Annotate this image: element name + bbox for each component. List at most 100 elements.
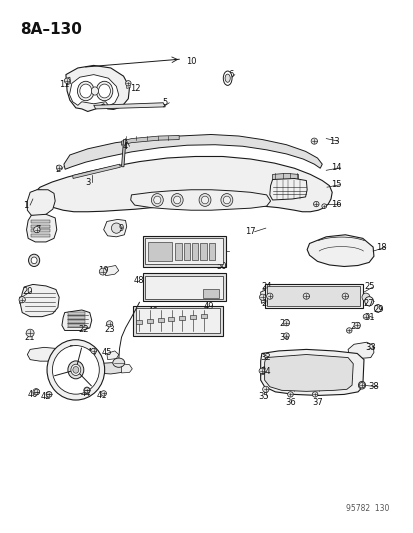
Text: 5: 5 bbox=[162, 98, 168, 107]
Text: 42: 42 bbox=[41, 392, 51, 401]
Ellipse shape bbox=[80, 84, 92, 98]
Polygon shape bbox=[62, 310, 92, 330]
Text: 44: 44 bbox=[81, 389, 91, 398]
Text: 20: 20 bbox=[22, 287, 33, 296]
Text: 41: 41 bbox=[96, 391, 107, 400]
Ellipse shape bbox=[201, 196, 208, 204]
Polygon shape bbox=[32, 157, 331, 212]
Ellipse shape bbox=[112, 358, 124, 367]
Ellipse shape bbox=[173, 196, 180, 204]
Ellipse shape bbox=[311, 138, 317, 144]
Text: 49: 49 bbox=[203, 302, 214, 311]
Polygon shape bbox=[20, 285, 59, 317]
Ellipse shape bbox=[106, 321, 112, 327]
Bar bbox=[142, 236, 225, 266]
Ellipse shape bbox=[153, 196, 161, 204]
Polygon shape bbox=[264, 354, 352, 391]
Polygon shape bbox=[19, 296, 23, 303]
Bar bbox=[68, 324, 84, 327]
Polygon shape bbox=[66, 66, 129, 111]
Text: 32: 32 bbox=[260, 353, 271, 362]
Polygon shape bbox=[67, 77, 71, 85]
Ellipse shape bbox=[361, 293, 369, 301]
Ellipse shape bbox=[68, 361, 83, 379]
Polygon shape bbox=[103, 220, 126, 237]
Bar bbox=[175, 243, 181, 260]
Ellipse shape bbox=[33, 227, 40, 233]
Bar bbox=[31, 224, 50, 228]
Bar bbox=[68, 320, 84, 323]
Ellipse shape bbox=[362, 314, 368, 319]
Polygon shape bbox=[105, 265, 119, 276]
Text: 50: 50 bbox=[216, 262, 227, 271]
Bar bbox=[264, 284, 362, 309]
Polygon shape bbox=[121, 140, 126, 167]
Polygon shape bbox=[64, 134, 321, 169]
Bar bbox=[68, 316, 84, 319]
Text: 15: 15 bbox=[330, 180, 341, 189]
Text: 14: 14 bbox=[330, 163, 341, 172]
Ellipse shape bbox=[101, 391, 106, 396]
Text: 35: 35 bbox=[257, 392, 268, 401]
Ellipse shape bbox=[77, 81, 94, 101]
Text: 28: 28 bbox=[350, 322, 361, 332]
Text: 2: 2 bbox=[55, 165, 60, 174]
Ellipse shape bbox=[266, 293, 272, 299]
Text: 48: 48 bbox=[134, 276, 145, 285]
Polygon shape bbox=[69, 75, 119, 106]
Ellipse shape bbox=[225, 74, 230, 82]
Text: 25: 25 bbox=[363, 282, 373, 292]
Text: 18: 18 bbox=[376, 243, 386, 252]
Text: 7: 7 bbox=[36, 225, 40, 234]
Text: 45: 45 bbox=[101, 348, 112, 357]
Bar bbox=[168, 317, 174, 321]
Text: 8: 8 bbox=[31, 256, 37, 265]
Ellipse shape bbox=[73, 367, 78, 373]
Ellipse shape bbox=[71, 364, 81, 375]
Bar bbox=[183, 243, 190, 260]
Ellipse shape bbox=[321, 204, 326, 208]
Text: 29: 29 bbox=[373, 305, 383, 314]
Ellipse shape bbox=[31, 257, 37, 264]
Ellipse shape bbox=[262, 386, 268, 392]
Text: 3: 3 bbox=[85, 177, 90, 187]
Text: 33: 33 bbox=[365, 343, 375, 352]
Ellipse shape bbox=[373, 305, 380, 312]
Polygon shape bbox=[73, 164, 120, 179]
Ellipse shape bbox=[91, 348, 96, 353]
Ellipse shape bbox=[358, 383, 364, 388]
Bar bbox=[136, 320, 142, 324]
Ellipse shape bbox=[83, 387, 90, 393]
Ellipse shape bbox=[111, 223, 121, 233]
Text: 21: 21 bbox=[25, 333, 35, 342]
Text: 40: 40 bbox=[28, 390, 38, 399]
Text: 4: 4 bbox=[123, 142, 128, 151]
Text: 11: 11 bbox=[59, 80, 70, 90]
Text: 46: 46 bbox=[148, 307, 158, 316]
Bar bbox=[31, 229, 50, 232]
Polygon shape bbox=[260, 350, 363, 395]
Text: 38: 38 bbox=[368, 382, 378, 391]
Polygon shape bbox=[260, 290, 266, 303]
Ellipse shape bbox=[46, 392, 52, 397]
Ellipse shape bbox=[346, 328, 351, 333]
Ellipse shape bbox=[64, 78, 70, 84]
Bar bbox=[31, 234, 50, 237]
Ellipse shape bbox=[28, 254, 40, 266]
Text: 9: 9 bbox=[119, 224, 124, 232]
Text: 1: 1 bbox=[24, 200, 29, 209]
Text: 19: 19 bbox=[97, 266, 108, 275]
Ellipse shape bbox=[125, 80, 131, 86]
Text: 23: 23 bbox=[104, 326, 115, 334]
Ellipse shape bbox=[171, 193, 183, 206]
Ellipse shape bbox=[311, 392, 317, 397]
Ellipse shape bbox=[47, 340, 104, 400]
Ellipse shape bbox=[84, 387, 90, 393]
Bar bbox=[147, 319, 152, 324]
Bar bbox=[145, 276, 223, 298]
Bar bbox=[31, 220, 50, 223]
Text: 6: 6 bbox=[228, 70, 233, 79]
Text: 26: 26 bbox=[261, 299, 271, 308]
Ellipse shape bbox=[353, 322, 360, 328]
Text: 34: 34 bbox=[260, 367, 271, 376]
